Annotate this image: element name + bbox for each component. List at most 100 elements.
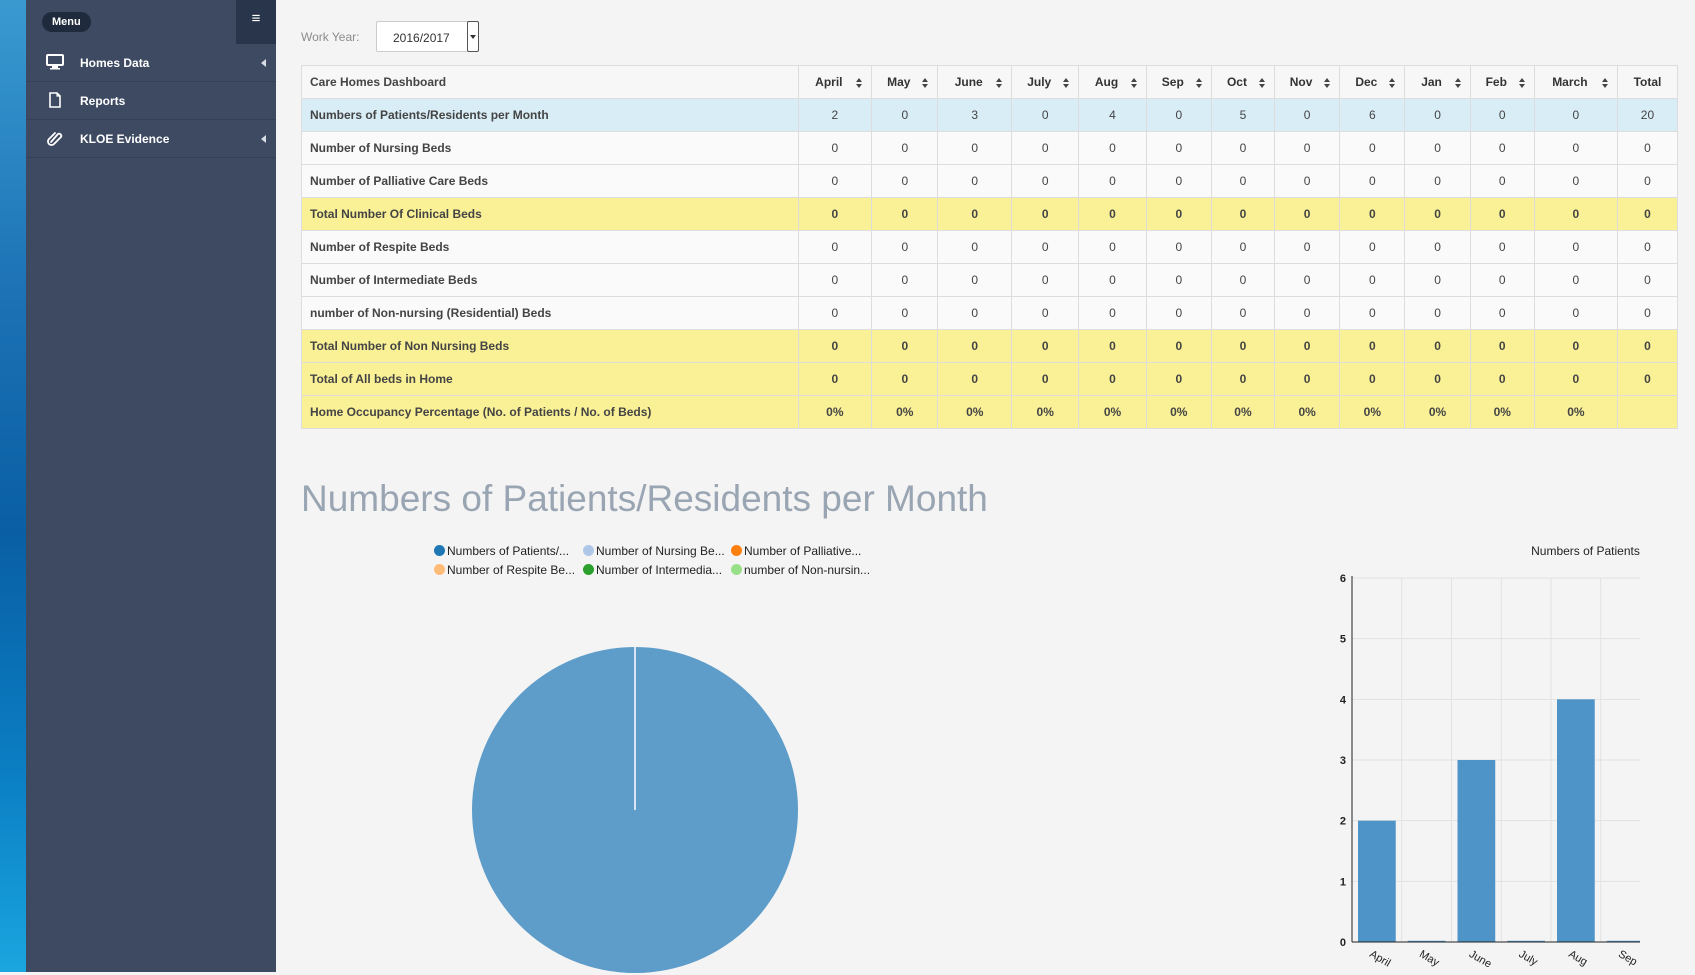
table-cell: 0	[1145, 296, 1212, 330]
caret-left-icon	[261, 135, 266, 143]
table-cell: 0%	[1210, 395, 1276, 429]
work-year-select[interactable]: 2016/2017	[376, 21, 479, 52]
column-header-april[interactable]: April	[797, 65, 873, 99]
table-cell: 0	[1404, 296, 1471, 330]
column-header-total: Total	[1616, 65, 1679, 99]
column-header-june[interactable]: June	[937, 65, 1013, 99]
table-row[interactable]: Number of Respite Beds 0 0 0 0 0 0 0 0 0 0 0 0 0	[301, 230, 1679, 264]
bar-july[interactable]	[1507, 940, 1545, 942]
hamburger-icon: ≡	[251, 10, 261, 27]
table-title-header: Care Homes Dashboard	[301, 65, 799, 99]
legend-item[interactable]: Number of Intermedia...	[583, 563, 722, 577]
sidebar-item-reports[interactable]: Reports	[26, 82, 276, 120]
legend-item[interactable]: Number of Nursing Be...	[583, 544, 725, 558]
sort-icon[interactable]	[1601, 78, 1609, 88]
table-cell: 0	[1078, 362, 1147, 396]
row-label: Number of Intermediate Beds	[301, 263, 799, 297]
table-cell: 0	[1011, 131, 1080, 165]
bar-june[interactable]	[1457, 760, 1496, 942]
table-cell: 0%	[797, 395, 873, 429]
column-header-oct[interactable]: Oct	[1210, 65, 1276, 99]
table-row[interactable]: Numbers of Patients/Residents per Month 2…	[301, 98, 1679, 132]
legend-swatch	[583, 564, 594, 575]
table-cell: 0	[1339, 296, 1406, 330]
column-header-jan[interactable]: Jan	[1404, 65, 1471, 99]
table-row[interactable]: Total of All beds in Home 0 0 0 0 0 0 0 0 0 0 0 0 0	[301, 362, 1679, 396]
sort-icon[interactable]	[996, 78, 1003, 88]
sort-icon[interactable]	[1454, 78, 1462, 88]
table-cell: 0	[1533, 197, 1618, 231]
legend-item[interactable]: number of Non-nursin...	[731, 563, 870, 577]
column-header-dec[interactable]: Dec	[1339, 65, 1406, 99]
sidebar-item-kloe-evidence[interactable]: KLOE Evidence	[26, 120, 276, 158]
table-row[interactable]: Number of Palliative Care Beds 0 0 0 0 0 0 0 0 0 0…	[301, 164, 1679, 198]
column-header-nov[interactable]: Nov	[1273, 65, 1341, 99]
bar-may[interactable]	[1407, 940, 1446, 942]
table-row[interactable]: Home Occupancy Percentage (No. of Patien…	[301, 395, 1679, 429]
sort-icon[interactable]	[922, 78, 929, 88]
dashboard-table: Care Homes Dashboard April May June July Aug S…	[301, 65, 1679, 429]
work-year-label: Work Year:	[301, 30, 360, 44]
table-cell: 0	[1145, 164, 1212, 198]
table-row[interactable]: Number of Intermediate Beds 0 0 0 0 0 0 0 0 0 0 0 0 0	[301, 263, 1679, 297]
table-cell: 0%	[1078, 395, 1147, 429]
table-header-row: Care Homes Dashboard April May June July Aug S…	[301, 65, 1679, 99]
table-cell: 0	[937, 362, 1013, 396]
column-header-label: Nov	[1289, 75, 1313, 89]
table-row[interactable]: Number of Nursing Beds 0 0 0 0 0 0 0 0 0 0 0 0 0	[301, 131, 1679, 165]
table-row[interactable]: number of Non-nursing (Residential) Beds…	[301, 296, 1679, 330]
legend-item[interactable]: Number of Respite Be...	[434, 563, 575, 577]
sort-icon[interactable]	[1324, 78, 1331, 88]
table-cell: 0	[1533, 296, 1618, 330]
table-cell: 0	[1011, 263, 1080, 297]
column-header-feb[interactable]: Feb	[1469, 65, 1535, 99]
sidebar: Menu ≡ Homes Data Reports KLOE Evidence	[26, 0, 276, 972]
row-total-cell: 0	[1616, 263, 1679, 297]
table-cell: 0	[1273, 230, 1341, 264]
column-header-label: Total	[1633, 75, 1662, 89]
sort-icon[interactable]	[1259, 78, 1266, 88]
table-cell: 0	[1011, 164, 1080, 198]
sort-icon[interactable]	[1063, 78, 1070, 88]
legend-swatch	[434, 564, 445, 575]
sort-icon[interactable]	[1195, 78, 1203, 88]
y-tick-label: 2	[1340, 816, 1346, 828]
sort-icon[interactable]	[1130, 78, 1138, 88]
column-header-label: Sep	[1161, 75, 1184, 89]
column-header-may[interactable]: May	[871, 65, 939, 99]
column-header-july[interactable]: July	[1011, 65, 1080, 99]
table-cell: 0	[1145, 230, 1212, 264]
table-cell: 0	[1273, 197, 1341, 231]
column-header-aug[interactable]: Aug	[1078, 65, 1147, 99]
y-tick-label: 0	[1340, 937, 1346, 949]
table-cell: 0	[1011, 329, 1080, 363]
table-cell: 0	[1145, 197, 1212, 231]
monitor-icon	[46, 54, 64, 70]
sort-icon[interactable]	[1389, 78, 1396, 88]
work-year-value: 2016/2017	[393, 31, 450, 45]
bar-sep[interactable]	[1606, 940, 1640, 942]
table-cell: 0%	[1011, 395, 1080, 429]
chevron-down-icon[interactable]	[467, 21, 479, 52]
table-cell: 0	[1011, 362, 1080, 396]
sort-icon[interactable]	[856, 78, 863, 88]
sort-icon[interactable]	[1518, 78, 1526, 88]
table-row[interactable]: Total Number Of Clinical Beds 0 0 0 0 0 0 0 0 0 0 0…	[301, 197, 1679, 231]
pie-chart	[472, 647, 798, 973]
legend-label: number of Non-nursin...	[744, 563, 871, 577]
table-cell: 0	[1339, 230, 1406, 264]
sidebar-item-homes-data[interactable]: Homes Data	[26, 44, 276, 82]
bar-april[interactable]	[1358, 820, 1396, 942]
table-cell: 0	[1339, 197, 1406, 231]
legend-item[interactable]: Numbers of Patients/...	[434, 544, 569, 558]
table-row[interactable]: Total Number of Non Nursing Beds 0 0 0 0 0 0 0 0…	[301, 329, 1679, 363]
row-label: Numbers of Patients/Residents per Month	[301, 98, 799, 132]
table-cell: 0	[1339, 131, 1406, 165]
table-cell: 0%	[1404, 395, 1471, 429]
column-header-march[interactable]: March	[1533, 65, 1618, 99]
bar-aug[interactable]	[1557, 699, 1595, 942]
column-header-sep[interactable]: Sep	[1145, 65, 1212, 99]
table-cell: 0	[1404, 329, 1471, 363]
menu-toggle-button[interactable]: ≡	[236, 0, 276, 44]
legend-item[interactable]: Number of Palliative...	[731, 544, 861, 558]
